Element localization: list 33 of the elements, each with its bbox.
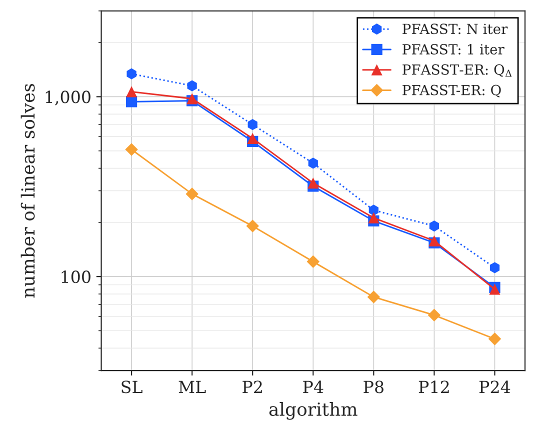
point [246,220,259,232]
point [488,332,502,346]
point [186,188,198,200]
point [247,132,258,144]
y-axis-title: number of linear solves [20,84,35,298]
x-tick-label: P4 [303,380,324,393]
point [368,204,378,216]
point [308,178,319,189]
point [429,220,440,232]
point [428,308,441,322]
x-tick-label: P8 [364,380,384,394]
point [368,212,380,224]
point [248,119,258,130]
x-tick-label: P24 [479,380,510,393]
point [367,290,380,304]
x-tick-label: P2 [242,380,262,393]
legend-label: PFASST: 1 iter [402,44,504,55]
point [308,158,318,169]
x-axis-title: algorithm [269,402,358,420]
legend-label: PFASST-ER: Q$_{Δ}$ [402,64,512,77]
point [187,80,197,92]
legend-label: PFASST-ER: Q [402,84,501,98]
point [490,262,500,274]
x-tick-label: SL [122,380,142,394]
y-tick-label: 1,000 [46,90,90,106]
x-tick-label: P12 [418,380,449,393]
point [126,68,136,80]
y-tick-label: 100 [62,270,90,284]
point [306,255,320,268]
x-tick-label: ML [178,380,206,393]
point [125,143,138,156]
point [126,86,138,98]
legend-label: PFASST: N iter [402,24,508,34]
